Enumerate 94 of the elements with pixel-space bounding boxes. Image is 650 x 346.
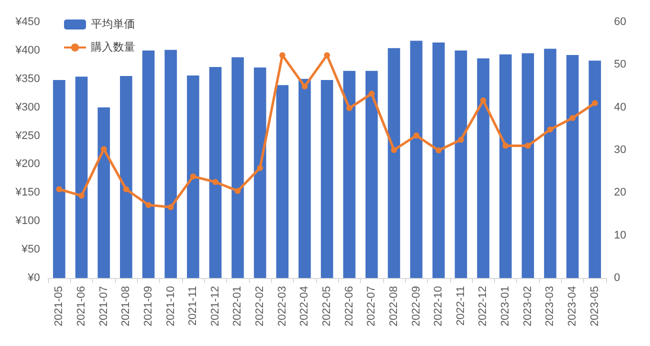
point: [100, 146, 107, 152]
x-tick-label: 2022-04: [298, 286, 311, 326]
point: [547, 126, 554, 133]
point: [592, 100, 598, 106]
point: [234, 188, 241, 194]
bar: [432, 42, 445, 278]
bar: [298, 78, 311, 278]
bar: [254, 68, 266, 278]
x-tick-label: 2021-09: [142, 286, 154, 326]
y-tick-label: ¥0: [26, 272, 40, 284]
x-tick-label: 2023-03: [544, 286, 556, 326]
x-tick-label: 2023-05: [588, 286, 601, 326]
x-tick-label: 2021-08: [120, 286, 132, 326]
point: [368, 90, 375, 97]
y-tick-label: ¥450: [14, 16, 40, 28]
y2-tick-label: 30: [614, 144, 626, 156]
bar: [276, 85, 288, 278]
bar: [209, 66, 222, 278]
y-tick-label: ¥350: [14, 72, 40, 85]
y2-tick-label: 40: [614, 101, 626, 114]
point: [190, 173, 196, 180]
point: [458, 136, 464, 143]
legend-label: 平均単価: [91, 18, 135, 30]
point: [346, 105, 352, 112]
x-tick-label: 2023-04: [566, 286, 579, 326]
x-tick-label: 2021-07: [98, 286, 110, 326]
x-tick-label: 2022-05: [321, 286, 333, 326]
y-tick-label: ¥150: [14, 186, 40, 199]
bar: [75, 76, 88, 278]
bar: [142, 50, 155, 278]
point: [257, 164, 264, 171]
y2-tick-label: 60: [614, 16, 626, 28]
x-tick-label: 2021-06: [75, 286, 88, 326]
y-tick-label: ¥200: [14, 158, 40, 170]
y2-tick-label: 20: [614, 186, 626, 199]
point: [145, 202, 152, 208]
point: [302, 83, 308, 90]
point: [78, 192, 84, 199]
bar: [566, 54, 579, 278]
x-tick-label: 2022-02: [254, 286, 266, 326]
point: [390, 147, 397, 153]
legend-label: 購入数量: [91, 40, 135, 54]
y2-tick-label: 0: [614, 272, 620, 284]
x-tick-label: 2022-01: [232, 286, 244, 326]
y-tick-label: ¥50: [20, 244, 40, 256]
bar: [320, 80, 334, 278]
x-tick-label: 2022-07: [366, 286, 378, 326]
x-tick-label: 2022-08: [388, 286, 400, 326]
point: [123, 186, 130, 192]
x-tick-label: 2022-03: [276, 286, 288, 326]
x-tick-label: 2022-09: [410, 286, 422, 326]
bar: [164, 50, 177, 278]
y2-tick-label: 10: [614, 229, 626, 242]
y-tick-label: ¥250: [14, 130, 40, 142]
point: [570, 115, 576, 121]
bar: [454, 50, 468, 278]
point: [436, 147, 442, 154]
bar: [544, 48, 556, 278]
point: [502, 142, 509, 149]
x-tick-label: 2023-02: [522, 286, 534, 326]
point: [212, 179, 218, 185]
bar: [120, 76, 132, 278]
bar: [343, 70, 356, 278]
bar: [232, 57, 244, 278]
point: [279, 52, 286, 58]
point: [324, 52, 330, 58]
x-tick-label: 2022-06: [343, 286, 356, 326]
point: [56, 186, 62, 192]
point: [413, 132, 420, 138]
bar: [499, 54, 512, 278]
bar: [477, 58, 490, 278]
bar: [522, 53, 534, 278]
x-tick-label: 2022-11: [454, 286, 467, 326]
bar: [98, 107, 110, 278]
x-tick-label: 2022-10: [432, 286, 445, 326]
point: [168, 204, 174, 210]
y-tick-label: ¥100: [14, 215, 40, 228]
x-tick-label: 2021-11: [187, 286, 200, 326]
bar: [366, 70, 378, 278]
x-tick-label: 2023-01: [500, 286, 512, 326]
x-tick-label: 2022-12: [477, 286, 490, 326]
x-tick-label: 2021-12: [209, 286, 222, 326]
bar: [388, 48, 400, 278]
point: [524, 142, 531, 149]
bar: [186, 75, 200, 278]
y2-tick-label: 50: [614, 58, 626, 71]
bar: [53, 80, 66, 278]
point: [480, 98, 486, 104]
bar: [410, 40, 422, 278]
x-tick-label: 2021-10: [164, 286, 177, 326]
x-tick-label: 2021-05: [53, 286, 66, 326]
y-tick-label: ¥300: [14, 101, 40, 114]
y-tick-label: ¥400: [14, 44, 40, 56]
bar: [588, 60, 601, 278]
